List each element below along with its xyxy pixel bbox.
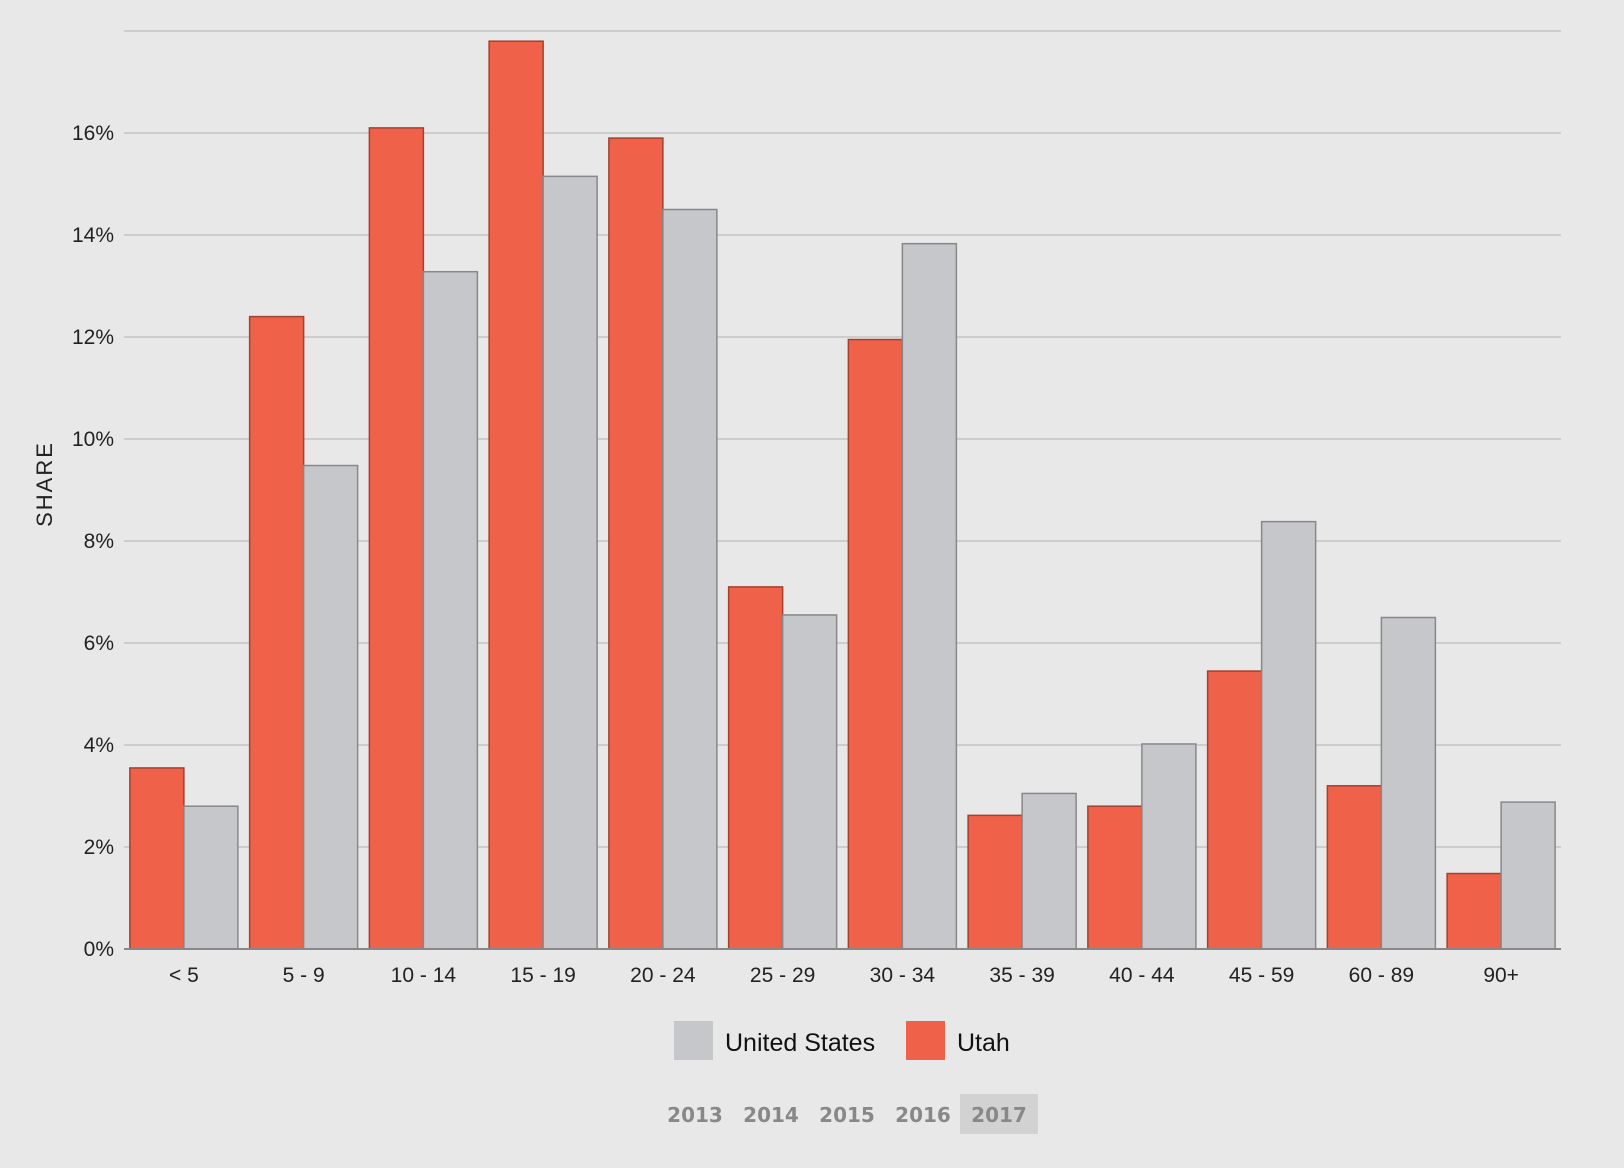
- bar-utah[interactable]: [488, 40, 544, 950]
- x-tick-label: 10 - 14: [391, 964, 457, 987]
- x-tick-label: 40 - 44: [1109, 964, 1175, 987]
- bar-united-states[interactable]: [542, 175, 598, 950]
- x-tick-label: 35 - 39: [989, 964, 1054, 987]
- bar-utah[interactable]: [248, 315, 305, 950]
- year-label: 2017: [971, 1103, 1027, 1127]
- y-axis-title: SHARE: [32, 441, 57, 527]
- x-tick-label: 15 - 19: [510, 964, 575, 987]
- bar-united-states[interactable]: [302, 464, 359, 950]
- year-option-2016[interactable]: 2016: [895, 1103, 951, 1127]
- year-label: 2015: [819, 1103, 875, 1127]
- grid-lines: [124, 30, 1561, 848]
- y-tick-label: 16%: [72, 122, 114, 145]
- legend-label: Utah: [957, 1029, 1010, 1057]
- year-option-2014[interactable]: 2014: [743, 1103, 799, 1127]
- bar-utah[interactable]: [129, 767, 185, 950]
- year-option-2015[interactable]: 2015: [819, 1103, 875, 1127]
- legend-swatch: [674, 1021, 713, 1060]
- bar-united-states[interactable]: [1260, 520, 1317, 950]
- legend-item[interactable]: Utah: [906, 1021, 1010, 1060]
- bar-utah[interactable]: [967, 814, 1023, 950]
- y-tick-label: 12%: [72, 326, 114, 349]
- year-option-2013[interactable]: 2013: [667, 1103, 723, 1127]
- bar-united-states[interactable]: [781, 614, 838, 950]
- bar-utah[interactable]: [608, 137, 664, 950]
- bar-utah[interactable]: [368, 127, 425, 950]
- year-label: 2013: [667, 1103, 723, 1127]
- x-tick-label: 25 - 29: [750, 964, 815, 987]
- legend: United States Utah: [674, 1021, 1010, 1060]
- x-tick-label: 90+: [1483, 964, 1519, 987]
- legend-item[interactable]: United States: [674, 1021, 875, 1060]
- bar-utah[interactable]: [727, 586, 784, 950]
- x-tick-label: 30 - 34: [870, 964, 936, 987]
- bar-united-states[interactable]: [1021, 792, 1077, 950]
- bar-united-states[interactable]: [1500, 801, 1556, 950]
- y-tick-label: 14%: [72, 224, 114, 247]
- year-selected-highlight: [960, 1094, 1038, 1134]
- bar-united-states[interactable]: [662, 208, 718, 950]
- x-tick-label: < 5: [169, 964, 199, 987]
- year-selector: 2013 2014 2015 2016 2017: [667, 1094, 1038, 1134]
- bar-utah[interactable]: [1326, 785, 1383, 950]
- y-tick-label: 0%: [84, 938, 114, 961]
- y-axis-ticks: 0% 2% 4% 6% 8% 10% 12% 14% 16%: [72, 122, 114, 961]
- bar-united-states[interactable]: [183, 805, 239, 950]
- year-label: 2014: [743, 1103, 799, 1127]
- bar-utah[interactable]: [1446, 872, 1502, 950]
- bar-united-states[interactable]: [1380, 616, 1437, 950]
- bar-utah[interactable]: [1087, 805, 1143, 950]
- legend-swatch: [906, 1021, 945, 1060]
- x-tick-label: 20 - 24: [630, 964, 696, 987]
- x-tick-label: 5 - 9: [283, 964, 325, 987]
- bar-united-states[interactable]: [422, 270, 479, 950]
- bar-united-states[interactable]: [1141, 743, 1197, 950]
- y-tick-label: 6%: [84, 632, 114, 655]
- year-option-2017[interactable]: 2017: [960, 1094, 1038, 1134]
- x-axis-ticks: < 5 5 - 9 10 - 14 15 - 19 20 - 24 25 - 29 30 -…: [169, 964, 1519, 987]
- bar-utah[interactable]: [847, 338, 904, 950]
- legend-label: United States: [725, 1029, 875, 1057]
- x-tick-label: 45 - 59: [1229, 964, 1294, 987]
- y-tick-label: 4%: [84, 734, 114, 757]
- y-tick-label: 8%: [84, 530, 114, 553]
- x-tick-label: 60 - 89: [1349, 964, 1414, 987]
- year-label: 2016: [895, 1103, 951, 1127]
- bar-united-states[interactable]: [901, 242, 958, 950]
- y-tick-label: 2%: [84, 836, 114, 859]
- y-tick-label: 10%: [72, 428, 114, 451]
- bars: [129, 40, 1556, 950]
- bar-utah[interactable]: [1206, 670, 1263, 950]
